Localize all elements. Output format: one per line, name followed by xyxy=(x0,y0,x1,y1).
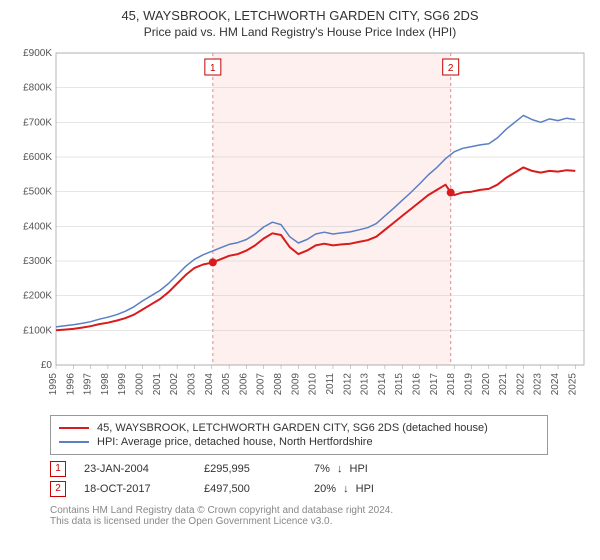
line-chart-svg: £0 £100K £200K £300K £400K £500K £600K £700K £80… xyxy=(10,47,590,407)
svg-text:1997: 1997 xyxy=(83,373,94,396)
svg-text:£600K: £600K xyxy=(23,152,52,163)
legend-label-hpi: HPI: Average price, detached house, Nort… xyxy=(97,436,373,448)
legend-row-hpi: HPI: Average price, detached house, Nort… xyxy=(59,436,539,448)
svg-text:2020: 2020 xyxy=(481,373,492,396)
svg-text:2012: 2012 xyxy=(342,373,353,396)
svg-text:£200K: £200K xyxy=(23,291,52,302)
svg-text:1995: 1995 xyxy=(48,373,59,396)
svg-text:2015: 2015 xyxy=(394,373,405,396)
sale-price: £295,995 xyxy=(204,463,314,475)
svg-text:2011: 2011 xyxy=(325,373,336,395)
footer-line: Contains HM Land Registry data © Crown c… xyxy=(50,505,590,516)
legend-swatch-hpi xyxy=(59,441,89,443)
svg-text:2013: 2013 xyxy=(360,373,371,396)
svg-text:2008: 2008 xyxy=(273,373,284,396)
sale-date: 23-JAN-2004 xyxy=(84,463,204,475)
svg-text:£500K: £500K xyxy=(23,187,52,198)
svg-text:£900K: £900K xyxy=(23,48,52,59)
svg-text:1998: 1998 xyxy=(100,373,111,396)
arrow-down-icon: ↓ xyxy=(337,463,343,475)
svg-text:£100K: £100K xyxy=(23,325,52,336)
svg-text:2016: 2016 xyxy=(412,373,423,396)
svg-text:£400K: £400K xyxy=(23,221,52,232)
svg-text:£800K: £800K xyxy=(23,83,52,94)
legend: 45, WAYSBROOK, LETCHWORTH GARDEN CITY, S… xyxy=(50,415,548,455)
svg-text:1: 1 xyxy=(210,63,216,74)
sale-marker: 1 xyxy=(50,461,66,477)
svg-text:2010: 2010 xyxy=(308,373,319,396)
chart-plot: £0 £100K £200K £300K £400K £500K £600K £700K £80… xyxy=(10,47,590,407)
svg-text:2014: 2014 xyxy=(377,373,388,396)
svg-text:2005: 2005 xyxy=(221,373,232,396)
sale-row: 2 18-OCT-2017 £497,500 20% ↓ HPI xyxy=(50,481,590,497)
svg-text:2023: 2023 xyxy=(533,373,544,396)
arrow-down-icon: ↓ xyxy=(343,483,349,495)
svg-text:£0: £0 xyxy=(41,360,53,371)
svg-text:2007: 2007 xyxy=(256,373,267,396)
chart-title: 45, WAYSBROOK, LETCHWORTH GARDEN CITY, S… xyxy=(10,8,590,23)
svg-text:2003: 2003 xyxy=(186,373,197,396)
footer: Contains HM Land Registry data © Crown c… xyxy=(50,505,590,527)
svg-text:2: 2 xyxy=(448,63,454,74)
sale-marker: 2 xyxy=(50,481,66,497)
svg-text:£300K: £300K xyxy=(23,256,52,267)
legend-swatch-price xyxy=(59,427,89,429)
svg-text:£700K: £700K xyxy=(23,117,52,128)
svg-text:2009: 2009 xyxy=(290,373,301,396)
sale-price: £497,500 xyxy=(204,483,314,495)
svg-text:2024: 2024 xyxy=(550,373,561,396)
svg-text:2000: 2000 xyxy=(135,373,146,396)
sale-date: 18-OCT-2017 xyxy=(84,483,204,495)
svg-text:2025: 2025 xyxy=(567,373,578,396)
sale-row: 1 23-JAN-2004 £295,995 7% ↓ HPI xyxy=(50,461,590,477)
legend-row-price: 45, WAYSBROOK, LETCHWORTH GARDEN CITY, S… xyxy=(59,422,539,434)
svg-text:2001: 2001 xyxy=(152,373,163,396)
sales-table: 1 23-JAN-2004 £295,995 7% ↓ HPI 2 18-OCT… xyxy=(50,461,590,497)
svg-text:2002: 2002 xyxy=(169,373,180,396)
svg-text:2004: 2004 xyxy=(204,373,215,396)
svg-text:2021: 2021 xyxy=(498,373,509,396)
sale-pct: 7% ↓ HPI xyxy=(314,463,374,475)
sale-pct: 20% ↓ HPI xyxy=(314,483,374,495)
legend-label-price: 45, WAYSBROOK, LETCHWORTH GARDEN CITY, S… xyxy=(97,422,488,434)
svg-text:2017: 2017 xyxy=(429,373,440,396)
chart-container: 45, WAYSBROOK, LETCHWORTH GARDEN CITY, S… xyxy=(0,0,600,533)
chart-subtitle: Price paid vs. HM Land Registry's House … xyxy=(10,25,590,39)
svg-text:2019: 2019 xyxy=(463,373,474,396)
svg-text:2006: 2006 xyxy=(238,373,249,396)
footer-line: This data is licensed under the Open Gov… xyxy=(50,516,590,527)
svg-text:2018: 2018 xyxy=(446,373,457,396)
svg-text:1996: 1996 xyxy=(65,373,76,396)
svg-text:2022: 2022 xyxy=(515,373,526,396)
svg-text:1999: 1999 xyxy=(117,373,128,396)
